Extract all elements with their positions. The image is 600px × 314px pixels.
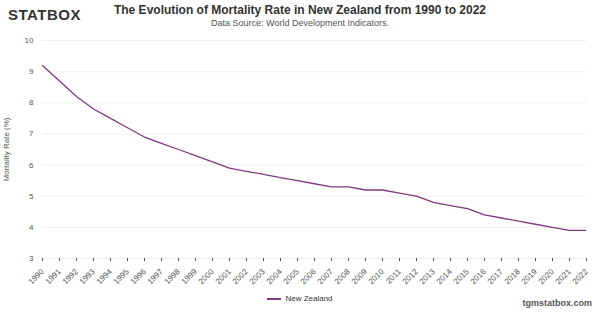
- svg-text:2003: 2003: [248, 267, 267, 286]
- svg-text:2000: 2000: [197, 267, 216, 286]
- svg-text:1993: 1993: [78, 267, 97, 286]
- svg-text:2019: 2019: [520, 267, 539, 286]
- svg-text:2010: 2010: [367, 267, 386, 286]
- svg-text:1995: 1995: [112, 267, 131, 286]
- svg-text:9: 9: [29, 67, 34, 76]
- svg-text:1991: 1991: [44, 267, 63, 286]
- svg-text:2020: 2020: [537, 267, 556, 286]
- svg-text:Mortality Rate (%): Mortality Rate (%): [2, 117, 11, 181]
- svg-text:5: 5: [29, 192, 34, 201]
- svg-text:2018: 2018: [503, 267, 522, 286]
- svg-text:2013: 2013: [418, 267, 437, 286]
- svg-text:2008: 2008: [333, 267, 352, 286]
- svg-text:1994: 1994: [95, 267, 114, 286]
- svg-text:2022: 2022: [571, 267, 590, 286]
- svg-text:6: 6: [29, 161, 34, 170]
- svg-text:3: 3: [29, 254, 34, 263]
- svg-text:2001: 2001: [214, 267, 233, 286]
- svg-text:2007: 2007: [316, 267, 335, 286]
- html-text:Data Source: World Development: Data Source: World Development Indicator…: [211, 18, 389, 28]
- svg-text:2012: 2012: [401, 267, 420, 286]
- svg-text:2005: 2005: [282, 267, 301, 286]
- svg-text:7: 7: [29, 129, 34, 138]
- svg-text:4: 4: [29, 223, 34, 232]
- svg-text:2006: 2006: [299, 267, 318, 286]
- svg-text:1999: 1999: [180, 267, 199, 286]
- svg-text:2004: 2004: [265, 267, 284, 286]
- html-text:tgmstatbox.com: tgmstatbox.com: [522, 298, 592, 308]
- svg-text:2002: 2002: [231, 267, 250, 286]
- html-text:New Zealand: New Zealand: [285, 294, 333, 303]
- svg-text:1998: 1998: [163, 267, 182, 286]
- svg-text:1990: 1990: [27, 267, 46, 286]
- svg-text:2011: 2011: [384, 267, 403, 286]
- svg-text:2014: 2014: [435, 267, 454, 286]
- html-text:The Evolution of Mortality Rat: The Evolution of Mortality Rate in New Z…: [114, 3, 486, 17]
- svg-text:1997: 1997: [146, 267, 165, 286]
- svg-text:2009: 2009: [350, 267, 369, 286]
- svg-text:10: 10: [25, 36, 34, 45]
- svg-text:2021: 2021: [554, 267, 573, 286]
- svg-text:1992: 1992: [61, 267, 80, 286]
- html-text:STATBOX: STATBOX: [8, 6, 81, 23]
- svg-text:2015: 2015: [452, 267, 471, 286]
- svg-text:8: 8: [29, 98, 34, 107]
- svg-text:1996: 1996: [129, 267, 148, 286]
- svg-text:2017: 2017: [486, 267, 505, 286]
- svg-text:2016: 2016: [469, 267, 488, 286]
